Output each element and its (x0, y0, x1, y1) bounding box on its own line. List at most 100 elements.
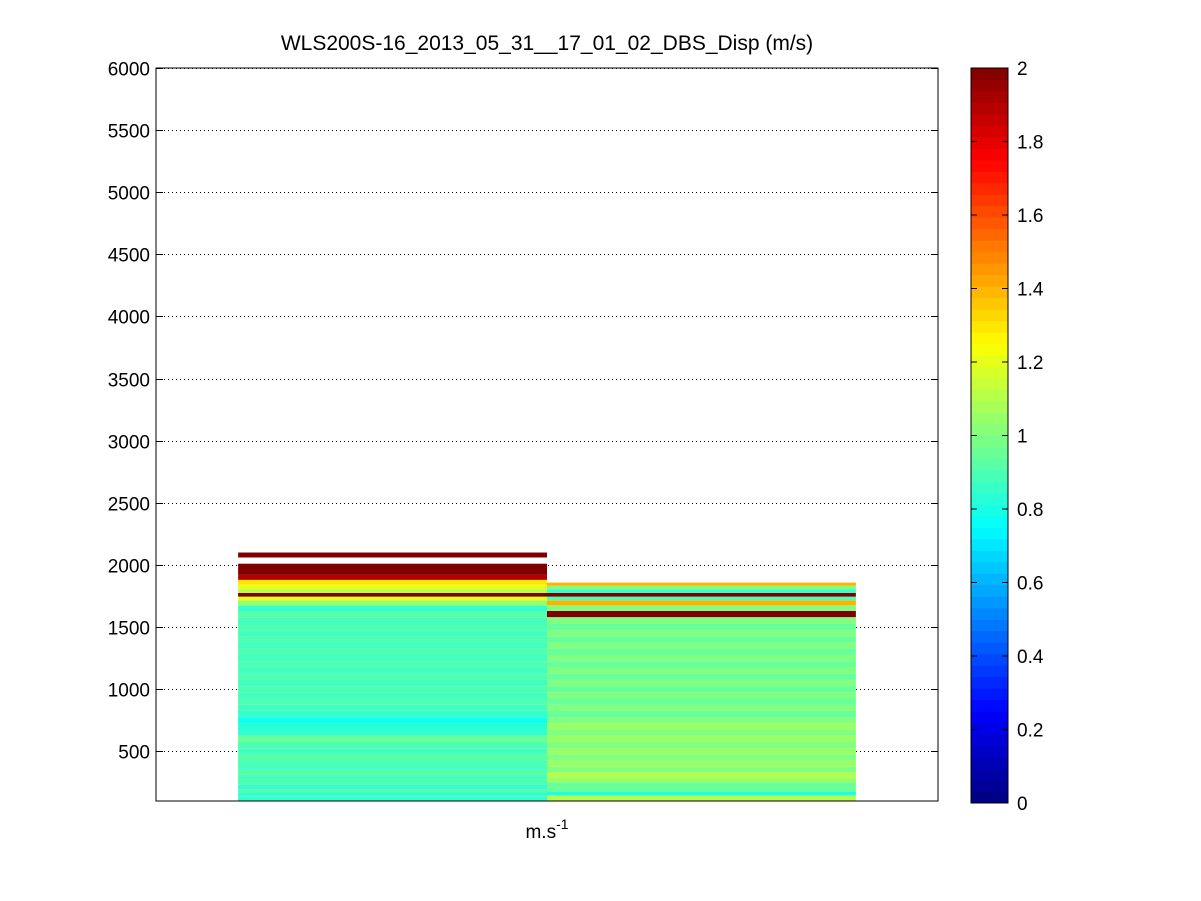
y-tick-label: 6000 (108, 60, 150, 81)
colorbar-segment (971, 378, 1008, 391)
colorbar-segment (971, 205, 1008, 218)
colorbar-tick-label: 1.4 (1017, 280, 1044, 301)
heatmap-cell (238, 704, 548, 711)
heatmap-cell (547, 667, 856, 674)
colorbar-segment (971, 584, 1008, 597)
heatmap-cell (547, 710, 856, 718)
colorbar-segment (971, 194, 1008, 207)
x-axis-label-base: m.s (525, 822, 556, 843)
colorbar-segment (971, 159, 1008, 172)
heatmap-cell (547, 717, 856, 724)
colorbar-tick-label: 0.8 (1017, 500, 1043, 521)
colorbar-tick-label: 0.6 (1017, 574, 1043, 595)
heatmap-cell (238, 779, 548, 785)
heatmap-cell (238, 764, 548, 770)
colorbar-segment (971, 504, 1008, 517)
heatmap-cell (547, 748, 856, 755)
colorbar: 0 0.2 0.4 0.6 0.8 1 1.2 1.4 1.6 1.8 2 (970, 59, 1044, 815)
heatmap-cell (547, 795, 856, 801)
colorbar-segment (971, 136, 1008, 149)
colorbar-segment (971, 446, 1008, 459)
colorbar-tick-label: 0.2 (1017, 721, 1043, 742)
colorbar-segment (971, 332, 1008, 345)
heatmap-layer (238, 552, 856, 801)
colorbar-segment (971, 630, 1008, 643)
heatmap-cell (238, 589, 548, 593)
heatmap-cell (238, 600, 548, 606)
colorbar-tick-label: 1.6 (1017, 206, 1043, 227)
y-tick-label: 2000 (108, 557, 150, 578)
heatmap-cell (547, 655, 856, 662)
heatmap-cell (238, 754, 548, 761)
colorbar-segment (971, 665, 1008, 678)
colorbar-segment (971, 619, 1008, 632)
heatmap-cell (238, 655, 548, 662)
heatmap-cell (238, 584, 548, 590)
y-tick-label: 2500 (108, 495, 150, 516)
colorbar-segment (971, 469, 1008, 482)
colorbar-segment (971, 780, 1008, 793)
heatmap-cell (547, 704, 856, 711)
heatmap-cell (547, 592, 856, 597)
heatmap-cell (547, 692, 856, 699)
heatmap-cell (547, 648, 856, 656)
colorbar-segment (971, 699, 1008, 712)
colorbar-segment (971, 355, 1008, 368)
heatmap-cell (238, 661, 548, 668)
heatmap-cell (547, 772, 856, 778)
heatmap-cell (547, 782, 856, 788)
y-tick-label: 500 (118, 743, 150, 764)
colorbar-segment (971, 274, 1008, 287)
x-axis-label: m.s-1 (525, 816, 568, 843)
colorbar-segment (971, 113, 1008, 126)
heatmap-cell (547, 679, 856, 687)
colorbar-segment (971, 412, 1008, 425)
heatmap-cell (547, 723, 856, 730)
colorbar-tick-label: 1.8 (1017, 133, 1043, 154)
colorbar-segment (971, 79, 1008, 92)
heatmap-cell (547, 686, 856, 693)
heatmap-cell (547, 760, 856, 767)
heatmap-cell (238, 605, 548, 612)
heatmap-cell (547, 596, 856, 601)
heatmap-cell (547, 787, 856, 792)
heatmap-cell (238, 796, 548, 801)
colorbar-segment (971, 492, 1008, 505)
heatmap-cell (238, 552, 548, 558)
chart-title: WLS200S-16_2013_05_31__17_01_02_DBS_Disp… (281, 32, 813, 55)
colorbar-segment (971, 309, 1008, 322)
heatmap-cell (547, 636, 856, 643)
heatmap-cell (238, 686, 548, 693)
colorbar-segment (971, 401, 1008, 414)
heatmap-cell (238, 748, 548, 755)
colorbar-segment (971, 435, 1008, 448)
y-tick-label: 1000 (108, 681, 150, 702)
heatmap-cell (238, 723, 548, 730)
heatmap-cell (547, 600, 856, 606)
y-tick-label: 5000 (108, 184, 150, 205)
heatmap-cell (238, 735, 548, 742)
colorbar-segment (971, 389, 1008, 402)
heatmap-cell (547, 623, 856, 631)
colorbar-segment (971, 768, 1008, 781)
colorbar-segment (971, 171, 1008, 184)
heatmap-cell (547, 754, 856, 761)
colorbar-segment (971, 182, 1008, 195)
colorbar-segment (971, 90, 1008, 103)
colorbar-segment (971, 573, 1008, 586)
colorbar-segment (971, 515, 1008, 528)
colorbar-segment (971, 125, 1008, 138)
y-tick-label: 4000 (108, 308, 150, 329)
heatmap-cell (547, 791, 856, 796)
colorbar-segment (971, 320, 1008, 333)
colorbar-segment (971, 68, 1008, 80)
colorbar-segment (971, 251, 1008, 264)
heatmap-cell (547, 766, 856, 773)
colorbar-segment (971, 745, 1008, 758)
colorbar-segment (971, 481, 1008, 494)
y-tick-label: 3500 (108, 371, 150, 392)
colorbar-segment (971, 217, 1008, 230)
heatmap-cell (547, 735, 856, 742)
colorbar-segment (971, 263, 1008, 276)
